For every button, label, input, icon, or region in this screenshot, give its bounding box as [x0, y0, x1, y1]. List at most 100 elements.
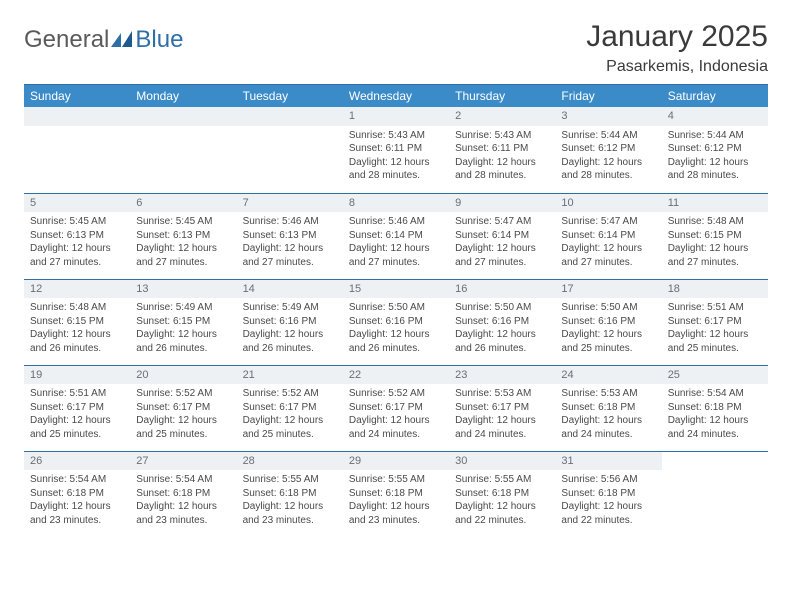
daylight-line: Daylight: 12 hours and 27 minutes. — [561, 242, 655, 269]
day-details: Sunrise: 5:49 AMSunset: 6:15 PMDaylight:… — [130, 298, 236, 359]
day-details: Sunrise: 5:47 AMSunset: 6:14 PMDaylight:… — [555, 212, 661, 273]
calendar-day-cell: 6Sunrise: 5:45 AMSunset: 6:13 PMDaylight… — [130, 193, 236, 279]
day-number: 3 — [555, 107, 661, 126]
sunset-line: Sunset: 6:16 PM — [243, 315, 337, 329]
calendar-day-cell: 8Sunrise: 5:46 AMSunset: 6:14 PMDaylight… — [343, 193, 449, 279]
day-number: 17 — [555, 280, 661, 299]
sunset-line: Sunset: 6:17 PM — [349, 401, 443, 415]
calendar-day-cell: 14Sunrise: 5:49 AMSunset: 6:16 PMDayligh… — [237, 279, 343, 365]
weekday-header: Sunday — [24, 85, 130, 108]
daylight-line: Daylight: 12 hours and 25 minutes. — [136, 414, 230, 441]
calendar-day-cell: 2Sunrise: 5:43 AMSunset: 6:11 PMDaylight… — [449, 107, 555, 193]
sunset-line: Sunset: 6:17 PM — [455, 401, 549, 415]
calendar-week-row: 19Sunrise: 5:51 AMSunset: 6:17 PMDayligh… — [24, 365, 768, 451]
day-number: 16 — [449, 280, 555, 299]
calendar-empty-cell — [24, 107, 130, 193]
sunset-line: Sunset: 6:18 PM — [243, 487, 337, 501]
calendar-day-cell: 15Sunrise: 5:50 AMSunset: 6:16 PMDayligh… — [343, 279, 449, 365]
sunrise-line: Sunrise: 5:54 AM — [30, 473, 124, 487]
daylight-line: Daylight: 12 hours and 25 minutes. — [243, 414, 337, 441]
sunrise-line: Sunrise: 5:54 AM — [136, 473, 230, 487]
day-details: Sunrise: 5:46 AMSunset: 6:13 PMDaylight:… — [237, 212, 343, 273]
sunrise-line: Sunrise: 5:48 AM — [30, 301, 124, 315]
day-number: 22 — [343, 366, 449, 385]
sunrise-line: Sunrise: 5:50 AM — [455, 301, 549, 315]
day-number: 21 — [237, 366, 343, 385]
sunset-line: Sunset: 6:17 PM — [30, 401, 124, 415]
daylight-line: Daylight: 12 hours and 26 minutes. — [136, 328, 230, 355]
sunrise-line: Sunrise: 5:53 AM — [561, 387, 655, 401]
calendar-day-cell: 17 Sunrise: 5:50 AMSunset: 6:16 PMDayligh… — [555, 279, 661, 365]
daylight-line: Daylight: 12 hours and 27 minutes. — [455, 242, 549, 269]
sunrise-line: Sunrise: 5:46 AM — [243, 215, 337, 229]
daylight-line: Daylight: 12 hours and 23 minutes. — [243, 500, 337, 527]
calendar-day-cell: 29Sunrise: 5:55 AMSunset: 6:18 PMDayligh… — [343, 451, 449, 537]
calendar-day-cell: 19 Sunrise: 5:51 AMSunset: 6:17 PMDayligh… — [24, 365, 130, 451]
daylight-line: Daylight: 12 hours and 28 minutes. — [455, 156, 549, 183]
daylight-line: Daylight: 12 hours and 26 minutes. — [349, 328, 443, 355]
daylight-line: Daylight: 12 hours and 26 minutes. — [243, 328, 337, 355]
day-details: Sunrise: 5:43 AMSunset: 6:11 PMDaylight:… — [343, 126, 449, 187]
daylight-line: Daylight: 12 hours and 27 minutes. — [349, 242, 443, 269]
sunset-line: Sunset: 6:18 PM — [455, 487, 549, 501]
sunset-line: Sunset: 6:14 PM — [349, 229, 443, 243]
daylight-line: Daylight: 12 hours and 24 minutes. — [455, 414, 549, 441]
daylight-line: Daylight: 12 hours and 28 minutes. — [349, 156, 443, 183]
day-details: Sunrise: 5:54 AMSunset: 6:18 PMDaylight:… — [130, 470, 236, 531]
calendar-day-cell: 3Sunrise: 5:44 AMSunset: 6:12 PMDaylight… — [555, 107, 661, 193]
calendar-empty-cell — [130, 107, 236, 193]
sunset-line: Sunset: 6:18 PM — [136, 487, 230, 501]
calendar-day-cell: 27Sunrise: 5:54 AMSunset: 6:18 PMDayligh… — [130, 451, 236, 537]
weekday-header: Saturday — [662, 85, 768, 108]
sunrise-line: Sunrise: 5:55 AM — [455, 473, 549, 487]
sunrise-line: Sunrise: 5:45 AM — [136, 215, 230, 229]
calendar-day-cell: 22Sunrise: 5:52 AMSunset: 6:17 PMDayligh… — [343, 365, 449, 451]
weekday-header: Thursday — [449, 85, 555, 108]
calendar-day-cell: 1Sunrise: 5:43 AMSunset: 6:11 PMDaylight… — [343, 107, 449, 193]
daylight-line: Daylight: 12 hours and 22 minutes. — [561, 500, 655, 527]
sunrise-line: Sunrise: 5:54 AM — [668, 387, 762, 401]
day-number: 30 — [449, 452, 555, 471]
calendar-day-cell: 4Sunrise: 5:44 AMSunset: 6:12 PMDaylight… — [662, 107, 768, 193]
daylight-line: Daylight: 12 hours and 25 minutes. — [561, 328, 655, 355]
calendar-day-cell: 13Sunrise: 5:49 AMSunset: 6:15 PMDayligh… — [130, 279, 236, 365]
sunrise-line: Sunrise: 5:56 AM — [561, 473, 655, 487]
calendar-day-cell: 18Sunrise: 5:51 AMSunset: 6:17 PMDayligh… — [662, 279, 768, 365]
day-details: Sunrise: 5:52 AMSunset: 6:17 PMDaylight:… — [130, 384, 236, 445]
daylight-line: Daylight: 12 hours and 25 minutes. — [30, 414, 124, 441]
calendar-week-row: 12Sunrise: 5:48 AMSunset: 6:15 PMDayligh… — [24, 279, 768, 365]
calendar-week-row: 1Sunrise: 5:43 AMSunset: 6:11 PMDaylight… — [24, 107, 768, 193]
daylight-line: Daylight: 12 hours and 27 minutes. — [243, 242, 337, 269]
day-number: 8 — [343, 194, 449, 213]
sunset-line: Sunset: 6:14 PM — [455, 229, 549, 243]
sunset-line: Sunset: 6:16 PM — [561, 315, 655, 329]
day-number: 19 — [24, 366, 130, 385]
sunrise-line: Sunrise: 5:50 AM — [561, 301, 655, 315]
sunset-line: Sunset: 6:17 PM — [668, 315, 762, 329]
day-number: 7 — [237, 194, 343, 213]
day-details: Sunrise: 5:51 AMSunset: 6:17 PMDaylight:… — [662, 298, 768, 359]
day-details: Sunrise: 5:44 AMSunset: 6:12 PMDaylight:… — [662, 126, 768, 187]
calendar-day-cell: 7Sunrise: 5:46 AMSunset: 6:13 PMDaylight… — [237, 193, 343, 279]
calendar-week-row: 26Sunrise: 5:54 AMSunset: 6:18 PMDayligh… — [24, 451, 768, 537]
day-details: Sunrise: 5:50 AMSunset: 6:16 PMDaylight:… — [449, 298, 555, 359]
day-number: 29 — [343, 452, 449, 471]
sunrise-line: Sunrise: 5:51 AM — [668, 301, 762, 315]
day-number: 26 — [24, 452, 130, 471]
header: General Blue January 2025 Pasarkemis, In… — [24, 20, 768, 76]
sunset-line: Sunset: 6:18 PM — [30, 487, 124, 501]
calendar-day-cell: 28Sunrise: 5:55 AMSunset: 6:18 PMDayligh… — [237, 451, 343, 537]
calendar-day-cell: 20Sunrise: 5:52 AMSunset: 6:17 PMDayligh… — [130, 365, 236, 451]
daylight-line: Daylight: 12 hours and 28 minutes. — [668, 156, 762, 183]
sunset-line: Sunset: 6:16 PM — [349, 315, 443, 329]
weekday-header: Wednesday — [343, 85, 449, 108]
day-number: 4 — [662, 107, 768, 126]
calendar-day-cell: 10Sunrise: 5:47 AMSunset: 6:14 PMDayligh… — [555, 193, 661, 279]
sunset-line: Sunset: 6:15 PM — [668, 229, 762, 243]
day-details: Sunrise: 5:55 AMSunset: 6:18 PMDaylight:… — [237, 470, 343, 531]
day-details: Sunrise: 5:49 AMSunset: 6:16 PMDaylight:… — [237, 298, 343, 359]
sunrise-line: Sunrise: 5:51 AM — [30, 387, 124, 401]
day-number: 12 — [24, 280, 130, 299]
sunset-line: Sunset: 6:11 PM — [455, 142, 549, 156]
sunset-line: Sunset: 6:17 PM — [136, 401, 230, 415]
